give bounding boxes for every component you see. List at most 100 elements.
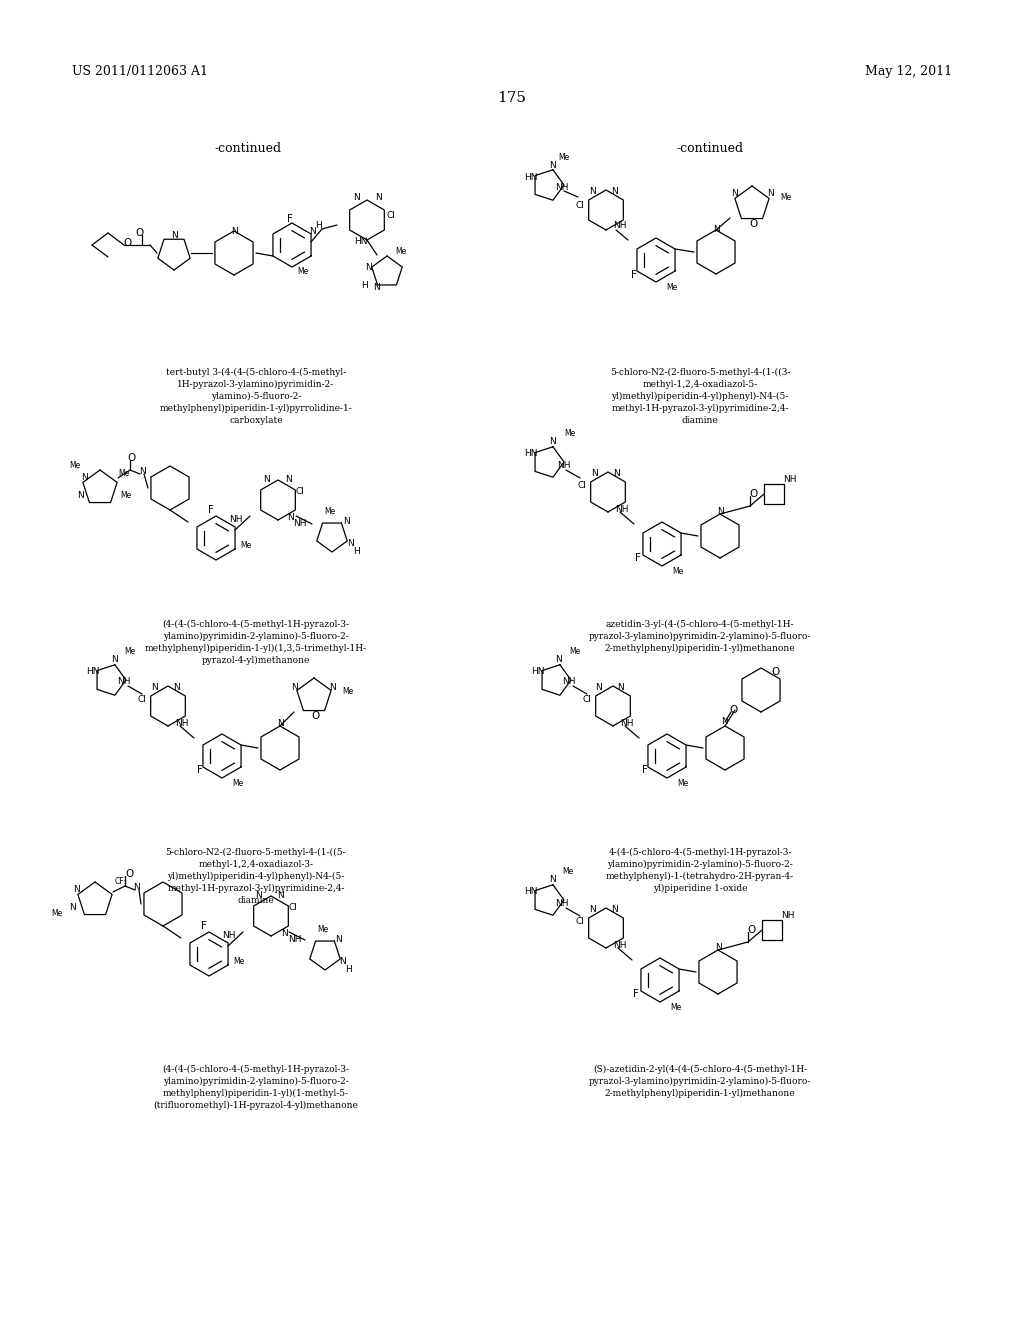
Text: N: N bbox=[596, 684, 602, 693]
Text: N: N bbox=[278, 891, 285, 900]
Text: N: N bbox=[308, 227, 315, 235]
Text: Cl: Cl bbox=[296, 487, 304, 496]
Text: N: N bbox=[340, 957, 346, 966]
Text: Me: Me bbox=[672, 568, 683, 577]
Text: Me: Me bbox=[562, 867, 573, 876]
Text: N: N bbox=[612, 470, 620, 479]
Text: N: N bbox=[74, 886, 80, 895]
Text: N: N bbox=[336, 936, 342, 945]
Text: F: F bbox=[287, 214, 293, 224]
Text: Me: Me bbox=[297, 268, 308, 276]
Text: N: N bbox=[610, 906, 617, 915]
Text: F: F bbox=[635, 553, 641, 564]
Text: H: H bbox=[346, 965, 352, 974]
Text: N: N bbox=[610, 187, 617, 197]
Text: N: N bbox=[77, 491, 83, 500]
Text: N: N bbox=[589, 906, 595, 915]
Text: N: N bbox=[230, 227, 238, 235]
Text: N: N bbox=[767, 190, 773, 198]
Text: -continued: -continued bbox=[677, 141, 743, 154]
Text: O: O bbox=[729, 705, 737, 715]
Text: Me: Me bbox=[325, 507, 336, 516]
Text: N: N bbox=[591, 470, 597, 479]
Text: N: N bbox=[722, 718, 728, 726]
Text: NH: NH bbox=[288, 936, 302, 945]
Text: 5-chloro-N2-(2-fluoro-5-methyl-4-(1-((3-
methyl-1,2,4-oxadiazol-5-
yl)methyl)pip: 5-chloro-N2-(2-fluoro-5-methyl-4-(1-((3-… bbox=[610, 368, 791, 425]
Text: N: N bbox=[111, 656, 118, 664]
Text: Me: Me bbox=[558, 153, 569, 161]
Text: N: N bbox=[291, 684, 297, 693]
Text: Me: Me bbox=[569, 648, 581, 656]
Text: N: N bbox=[374, 284, 380, 293]
Text: NH: NH bbox=[229, 516, 243, 524]
Text: N: N bbox=[347, 540, 353, 549]
Text: O: O bbox=[136, 228, 144, 238]
Text: Me: Me bbox=[120, 491, 131, 500]
Text: F: F bbox=[642, 766, 648, 775]
Text: N: N bbox=[731, 190, 737, 198]
Text: F: F bbox=[201, 921, 207, 931]
Text: (S)-azetidin-2-yl(4-(4-(5-chloro-4-(5-methyl-1H-
pyrazol-3-ylamino)pyrimidin-2-y: (S)-azetidin-2-yl(4-(4-(5-chloro-4-(5-me… bbox=[589, 1065, 811, 1098]
Text: HN: HN bbox=[524, 887, 538, 896]
Text: H: H bbox=[361, 281, 369, 290]
Text: Me: Me bbox=[233, 957, 245, 966]
Text: Me: Me bbox=[677, 780, 688, 788]
Text: N: N bbox=[287, 513, 293, 523]
Text: N: N bbox=[138, 467, 145, 477]
Text: F: F bbox=[197, 766, 203, 775]
Text: HN: HN bbox=[524, 173, 538, 181]
Text: Me: Me bbox=[240, 541, 251, 550]
Text: N: N bbox=[589, 187, 595, 197]
Text: N: N bbox=[329, 684, 336, 693]
Text: azetidin-3-yl-(4-(5-chloro-4-(5-methyl-1H-
pyrazol-3-ylamino)pyrimidin-2-ylamino: azetidin-3-yl-(4-(5-chloro-4-(5-methyl-1… bbox=[589, 620, 811, 653]
Text: CF₃: CF₃ bbox=[115, 878, 128, 887]
Text: 5-chloro-N2-(2-fluoro-5-methyl-4-(1-((5-
methyl-1,2,4-oxadiazol-3-
yl)methyl)pip: 5-chloro-N2-(2-fluoro-5-methyl-4-(1-((5-… bbox=[166, 847, 346, 904]
Text: US 2011/0112063 A1: US 2011/0112063 A1 bbox=[72, 66, 208, 78]
Text: Me: Me bbox=[52, 909, 63, 919]
Text: NH: NH bbox=[781, 912, 795, 920]
Text: N: N bbox=[549, 875, 555, 884]
Text: NH: NH bbox=[562, 677, 575, 686]
Text: N: N bbox=[617, 684, 625, 693]
Text: NH: NH bbox=[613, 941, 627, 950]
Text: Me: Me bbox=[232, 780, 244, 788]
Text: Me: Me bbox=[666, 284, 677, 293]
Text: NH: NH bbox=[613, 220, 627, 230]
Text: Me: Me bbox=[395, 248, 407, 256]
Text: N: N bbox=[713, 226, 720, 235]
Text: HN: HN bbox=[524, 450, 538, 458]
Text: O: O bbox=[124, 238, 132, 248]
Text: -continued: -continued bbox=[214, 141, 282, 154]
Text: N: N bbox=[81, 474, 87, 483]
Text: NH: NH bbox=[621, 719, 634, 729]
Text: NH: NH bbox=[555, 182, 568, 191]
Text: O: O bbox=[312, 711, 321, 721]
Text: Cl: Cl bbox=[575, 201, 585, 210]
Text: Me: Me bbox=[69, 462, 80, 470]
Text: O: O bbox=[771, 667, 779, 677]
Text: N: N bbox=[173, 684, 179, 693]
Text: N: N bbox=[70, 903, 77, 912]
Text: F: F bbox=[631, 271, 637, 280]
Text: N: N bbox=[376, 194, 382, 202]
Text: (4-(4-(5-chloro-4-(5-methyl-1H-pyrazol-3-
ylamino)pyrimidin-2-ylamino)-5-fluoro-: (4-(4-(5-chloro-4-(5-methyl-1H-pyrazol-3… bbox=[154, 1065, 358, 1110]
Text: N: N bbox=[133, 883, 140, 892]
Text: HN: HN bbox=[86, 668, 99, 676]
Text: Me: Me bbox=[118, 469, 129, 478]
Text: N: N bbox=[366, 264, 373, 272]
Text: N: N bbox=[276, 719, 284, 729]
Text: NH: NH bbox=[118, 677, 131, 686]
Text: N: N bbox=[285, 475, 292, 484]
Text: Cl: Cl bbox=[575, 917, 585, 927]
Text: May 12, 2011: May 12, 2011 bbox=[865, 66, 952, 78]
Text: N: N bbox=[282, 929, 289, 939]
Text: N: N bbox=[715, 944, 721, 953]
Text: NH: NH bbox=[557, 462, 570, 470]
Text: H: H bbox=[352, 548, 359, 557]
Text: N: N bbox=[343, 517, 349, 527]
Text: N: N bbox=[717, 507, 723, 516]
Text: N: N bbox=[353, 194, 360, 202]
Text: (4-(4-(5-chloro-4-(5-methyl-1H-pyrazol-3-
ylamino)pyrimidin-2-ylamino)-5-fluoro-: (4-(4-(5-chloro-4-(5-methyl-1H-pyrazol-3… bbox=[145, 620, 367, 665]
Text: HN: HN bbox=[531, 668, 545, 676]
Text: Me: Me bbox=[124, 648, 135, 656]
